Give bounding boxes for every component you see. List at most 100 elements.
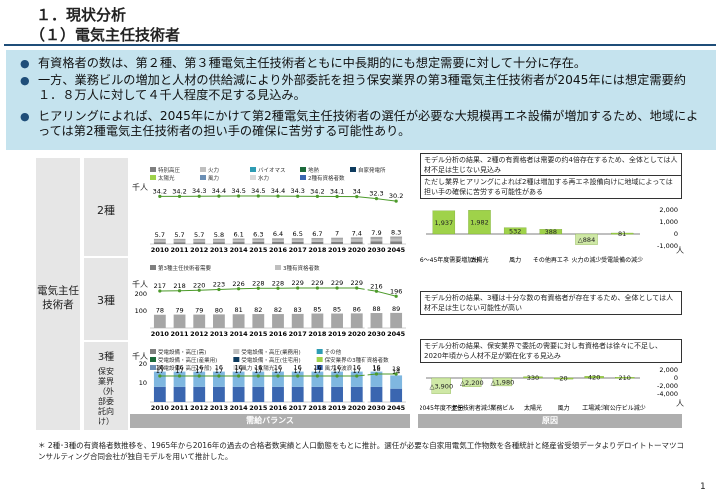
cause-category-label: 太陽光: [524, 404, 542, 412]
bar-value-label: 7: [335, 230, 339, 238]
series-point: [394, 372, 398, 376]
legend-swatch: [150, 175, 156, 180]
cause-value-label: 210: [619, 374, 631, 382]
x-tick-label: 2011: [170, 246, 189, 254]
line-value-label: 229: [291, 279, 303, 287]
cause-bar: [610, 232, 634, 235]
x-tick-label: 2015: [249, 404, 268, 412]
bar-value-label: 5.7: [194, 231, 204, 239]
legend-label: 風力・太陽光: [241, 364, 275, 372]
line-value-label: 17: [353, 367, 361, 375]
bar-value-label: 6.5: [293, 230, 303, 238]
series-point: [335, 286, 339, 290]
series-point: [394, 294, 398, 298]
bar-segment: [291, 386, 304, 402]
bar-value-label: 85: [333, 306, 341, 314]
series-point: [237, 194, 241, 198]
legend-swatch: [316, 365, 323, 370]
bar-segment: [173, 314, 186, 328]
legend-label: 2種有資格者数: [308, 174, 345, 182]
bar-value-label: 6.7: [312, 230, 322, 238]
bar-segment: [213, 371, 225, 387]
legend-swatch: [275, 265, 281, 270]
cause-bar: [553, 377, 574, 380]
x-tick-label: 2020: [348, 246, 367, 254]
line-value-label: 17: [195, 367, 203, 375]
bar-value-label: 6.3: [253, 230, 263, 238]
legend-swatch: [233, 349, 240, 354]
bar-segment: [153, 314, 166, 328]
bar-segment: [331, 386, 343, 402]
legend-label: 風力: [208, 174, 219, 182]
series-point: [374, 197, 379, 201]
x-tick-label: 2019: [328, 330, 347, 338]
x-tick-label: 2017: [289, 246, 307, 254]
series-point: [158, 374, 162, 378]
series-point: [217, 194, 221, 198]
axis-break: [364, 358, 368, 406]
bar-segment: [232, 240, 245, 243]
bar-segment: [272, 239, 284, 242]
bar-segment: [370, 313, 383, 328]
bar-segment: [252, 371, 265, 387]
x-tick-label: 2030: [367, 330, 386, 338]
bar-segment: [370, 386, 383, 402]
series-point: [177, 374, 182, 378]
x-tick-label: 2045: [387, 404, 406, 412]
series-point: [355, 195, 359, 199]
cause-bar: [462, 377, 482, 387]
legend-label: 風力・波浪: [325, 364, 353, 372]
x-tick-label: 2019: [328, 404, 347, 412]
y-tick-label: 2,000: [659, 366, 678, 374]
x-tick-label: 2020: [348, 404, 367, 412]
series-point: [296, 194, 300, 198]
y-tick-label: 0: [674, 374, 678, 382]
bar-value-label: 82: [254, 306, 262, 314]
row-label-type3b-sub: 保安業界（外部委託向け）: [98, 367, 114, 426]
series-point: [197, 194, 201, 198]
cause-category-label: 太陽光: [470, 256, 488, 264]
series-point: [256, 194, 260, 198]
bar-segment: [350, 386, 363, 402]
y-tick-label: 0: [674, 230, 678, 238]
cause-category-label: 主任技術者減少: [451, 404, 493, 412]
bar-value-label: 88: [372, 305, 380, 313]
cause-category-label: 官公庁ビル減少: [604, 404, 646, 412]
line-value-label: 216: [370, 282, 382, 290]
line-value-label: 223: [213, 281, 225, 289]
bar-value-label: 5.7: [155, 231, 165, 239]
bar-segment: [173, 371, 186, 387]
legend-label: 自家発電所: [358, 166, 386, 174]
x-tick-label: 2017: [289, 404, 307, 412]
legend-swatch: [300, 175, 306, 180]
cause-value-label: 388: [545, 228, 557, 236]
bottom-label-balance: 需給バランス: [130, 414, 410, 428]
x-tick-label: 2015: [249, 330, 268, 338]
cause-bar: [492, 377, 513, 387]
line-value-label: 34.4: [212, 187, 226, 195]
cause-value-label: 330: [527, 374, 539, 382]
bar-segment: [331, 237, 343, 240]
bar-segment: [153, 242, 166, 244]
legend-label: 太陽光: [158, 174, 175, 182]
bar-value-label: 85: [313, 306, 321, 314]
bar-value-label: 82: [274, 306, 282, 314]
x-tick-label: 2010: [151, 246, 170, 254]
bar-segment: [193, 242, 206, 244]
line-value-label: 229: [351, 279, 363, 287]
cause-category-label: 2045年度不足分: [420, 404, 464, 412]
series-point: [177, 289, 182, 293]
line-value-label: 18: [392, 365, 400, 373]
cause-bar: [615, 377, 635, 379]
bar-segment: [350, 371, 363, 387]
legend-swatch: [316, 357, 323, 362]
bar-value-label: 79: [175, 307, 183, 315]
subsection-title: （１）電気主任技術者: [30, 26, 181, 44]
x-tick-label: 2020: [348, 330, 367, 338]
x-tick-label: 2016: [269, 404, 288, 412]
y-tick-label: 20: [139, 360, 147, 368]
bar-segment: [311, 371, 324, 387]
y-tick-label: 1,000: [659, 218, 678, 226]
cause-bar: [584, 376, 604, 379]
line-value-label: 17: [294, 367, 302, 375]
